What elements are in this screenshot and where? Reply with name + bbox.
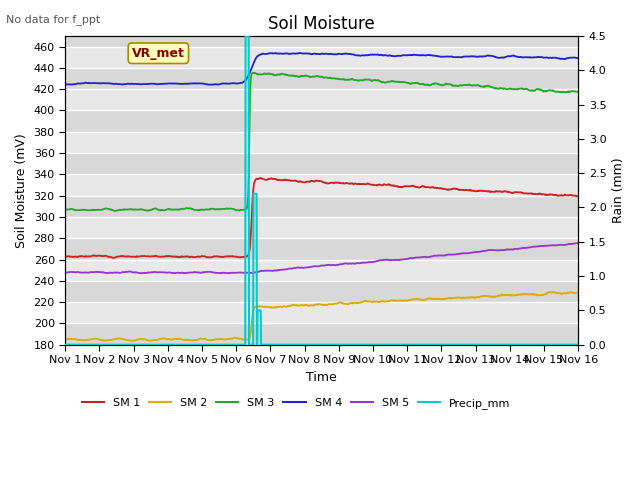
Bar — [65, 302, 579, 324]
Y-axis label: Rain (mm): Rain (mm) — [612, 157, 625, 223]
Text: VR_met: VR_met — [132, 47, 185, 60]
Bar — [65, 153, 579, 174]
Bar — [65, 196, 579, 217]
Bar — [65, 217, 579, 238]
Text: No data for f_ppt: No data for f_ppt — [6, 14, 100, 25]
Bar — [65, 324, 579, 345]
Bar — [65, 281, 579, 302]
Bar — [65, 238, 579, 260]
Bar — [65, 47, 579, 68]
Bar — [65, 110, 579, 132]
Bar — [65, 260, 579, 281]
Y-axis label: Soil Moisture (mV): Soil Moisture (mV) — [15, 133, 28, 248]
Legend: SM 1, SM 2, SM 3, SM 4, SM 5, Precip_mm: SM 1, SM 2, SM 3, SM 4, SM 5, Precip_mm — [77, 394, 515, 413]
Bar — [65, 68, 579, 89]
Bar — [65, 174, 579, 196]
Bar — [65, 132, 579, 153]
Bar — [65, 89, 579, 110]
Title: Soil Moisture: Soil Moisture — [268, 15, 375, 33]
X-axis label: Time: Time — [307, 371, 337, 384]
